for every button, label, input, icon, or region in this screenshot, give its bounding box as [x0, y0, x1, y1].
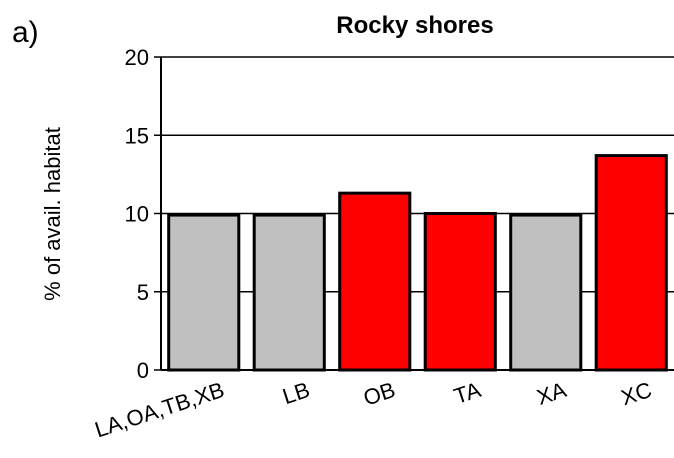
bar-ob — [338, 191, 412, 372]
x-category-label: OB — [360, 377, 398, 411]
x-category-label: XA — [534, 377, 570, 410]
panel-label: a) — [12, 16, 39, 49]
y-tick-label-20: 20 — [125, 45, 149, 70]
x-category-label: LA,OA,TB,XB — [92, 377, 228, 442]
y-axis-title: % of avail. habitat — [40, 127, 65, 301]
chart-title: Rocky shores — [336, 12, 493, 39]
bars — [167, 154, 668, 372]
bar-la-oa-tb-xb — [167, 213, 241, 372]
x-category-label: LB — [279, 377, 312, 409]
y-tick-label-0: 0 — [137, 358, 149, 383]
y-tick-labels: 0 5 10 15 20 — [125, 45, 149, 383]
bar-xc — [594, 154, 668, 372]
bar-lb — [252, 213, 326, 372]
y-tick-label-10: 10 — [125, 202, 149, 227]
bar-xa — [509, 213, 583, 372]
y-tick-label-5: 5 — [137, 280, 149, 305]
x-category-label: XC — [618, 377, 655, 410]
axes — [160, 57, 674, 371]
bar-ta — [423, 212, 497, 372]
x-category-labels: LA,OA,TB,XB LB OB TA XA XC — [92, 377, 655, 442]
x-category-label: TA — [451, 377, 484, 409]
gridlines — [154, 56, 674, 371]
y-tick-label-15: 15 — [125, 123, 149, 148]
